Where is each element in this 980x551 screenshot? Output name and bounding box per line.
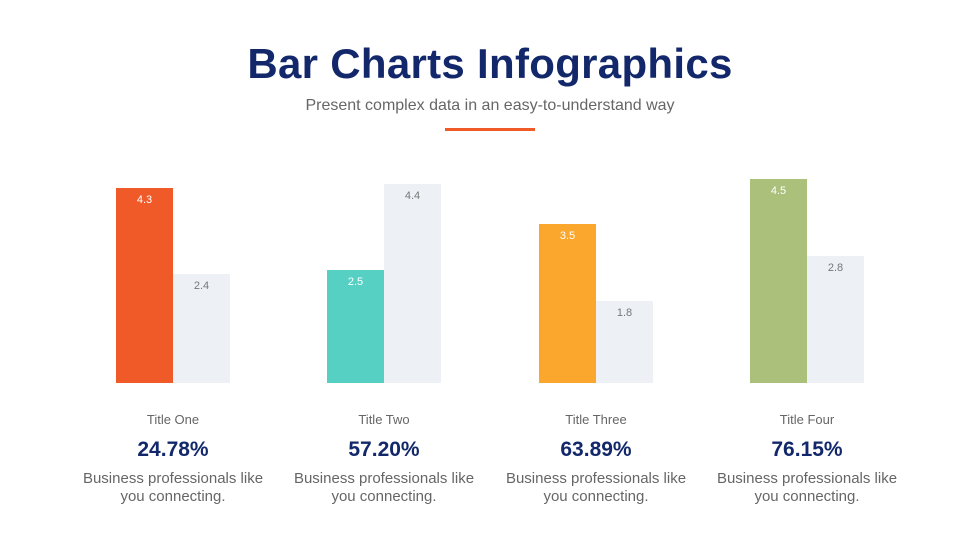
group-percent: 57.20% [348, 438, 420, 461]
page-subtitle: Present complex data in an easy-to-under… [305, 97, 675, 114]
group-title: Title Two [358, 412, 410, 427]
group-info: Title Three 63.89% Business professional… [496, 412, 696, 506]
bar-value-label: 4.3 [136, 194, 153, 207]
group-title: Title Three [565, 412, 627, 427]
group-description: Business professionals like you connecti… [82, 470, 264, 505]
group-title: Title Four [779, 412, 835, 427]
bar-value-label: 2.8 [827, 262, 844, 275]
group-percent: 76.15% [771, 438, 843, 461]
bar-value-label: 2.5 [347, 275, 364, 288]
bar-secondary [384, 183, 441, 383]
page-title: Bar Charts Infographics [247, 40, 733, 87]
bar-value-label: 3.5 [559, 230, 576, 243]
group-description: Business professionals like you connecti… [505, 470, 687, 505]
group-info: Title Two 57.20% Business professionals … [284, 412, 484, 506]
bar-secondary [807, 256, 864, 383]
bar-primary [539, 224, 596, 383]
bar-value-label: 4.4 [404, 189, 421, 202]
bar-primary [116, 188, 173, 383]
bar-secondary [173, 274, 230, 383]
bar-value-label: 4.5 [770, 185, 787, 198]
group-percent: 63.89% [560, 438, 632, 461]
bar-value-label: 1.8 [616, 307, 633, 320]
group-title: Title One [146, 412, 200, 427]
bar-primary [750, 179, 807, 383]
group-percent: 24.78% [137, 438, 209, 461]
bar-primary [327, 269, 384, 383]
bar-secondary [596, 301, 653, 383]
group-description: Business professionals like you connecti… [293, 470, 475, 505]
group-info: Title Four 76.15% Business professionals… [707, 412, 907, 506]
bar-value-label: 2.4 [193, 280, 210, 293]
group-info: Title One 24.78% Business professionals … [73, 412, 273, 506]
title-divider [445, 128, 535, 131]
group-description: Business professionals like you connecti… [716, 470, 898, 505]
